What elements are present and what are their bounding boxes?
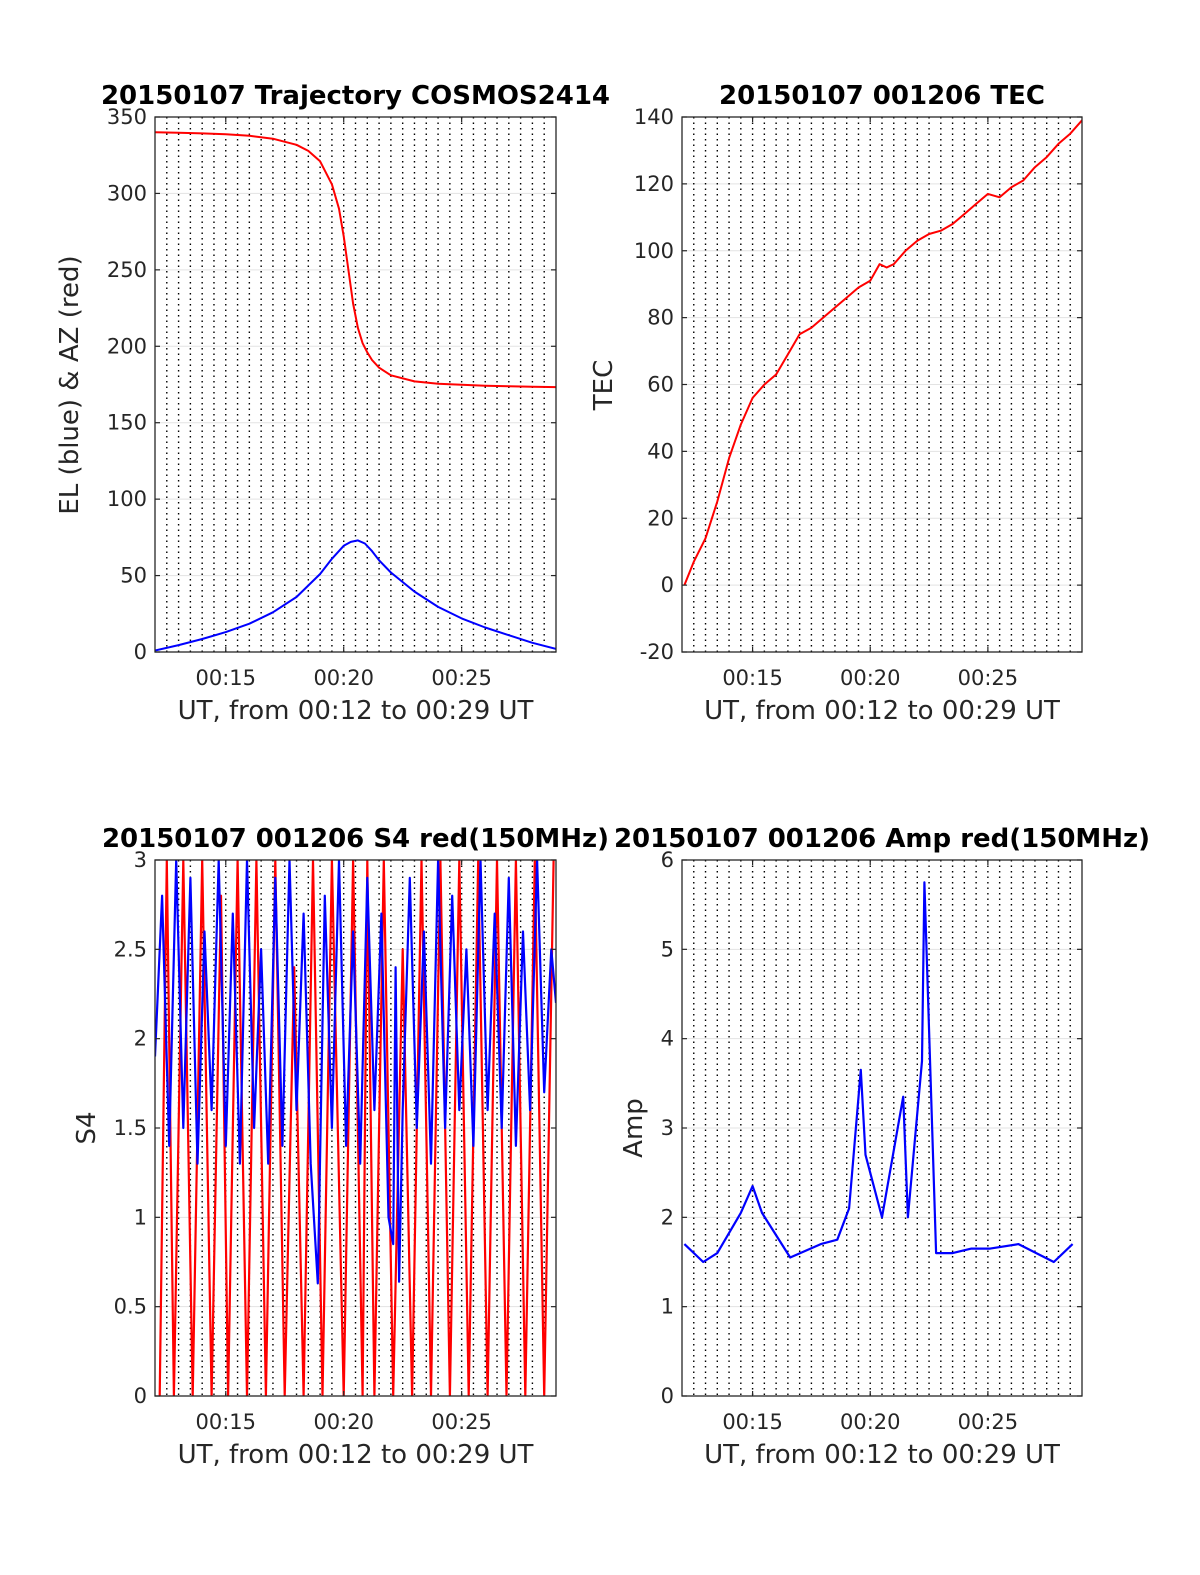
plot-area bbox=[155, 117, 556, 652]
axes-box bbox=[154, 116, 557, 653]
chart-title: 20150107 001206 S4 red(150MHz) bbox=[102, 824, 609, 854]
y-tick-label: 0.5 bbox=[114, 1295, 147, 1319]
y-tick-label: 120 bbox=[634, 172, 674, 196]
chart-panel-3: 0 0.5 1 1.5 2 2.5 3 00:15 00:20 00:25 20150107 001… bbox=[72, 824, 609, 1470]
x-tick-label: 00:15 bbox=[722, 666, 783, 690]
chart-panel-1: 0 50 100 150 200 250 300 350 00:15 00:20 00:25 2015… bbox=[55, 81, 610, 726]
y-tick-label: 100 bbox=[634, 239, 674, 263]
y-tick-label: 1 bbox=[661, 1295, 674, 1319]
chart-panel-2: -20 0 20 40 60 80 100 120 140 00:15 00:20 00:25 2015… bbox=[589, 81, 1083, 726]
y-tick-label: -20 bbox=[640, 640, 674, 664]
x-axis-label: UT, from 00:12 to 00:29 UT bbox=[178, 696, 534, 726]
x-tick-label: 00:15 bbox=[722, 1410, 783, 1434]
x-tick-label: 00:15 bbox=[195, 666, 256, 690]
y-tick-label: 2.5 bbox=[114, 937, 147, 961]
x-tick-label: 00:25 bbox=[958, 1410, 1019, 1434]
series-line-1 bbox=[683, 881, 1074, 1264]
x-tick-label: 00:20 bbox=[313, 1410, 374, 1434]
y-tick-label: 20 bbox=[647, 506, 674, 530]
x-tick-label: 00:20 bbox=[840, 1410, 901, 1434]
x-tick-label: 00:25 bbox=[958, 666, 1019, 690]
series-line-1 bbox=[683, 119, 1082, 586]
y-tick-label: 1 bbox=[134, 1205, 147, 1229]
y-tick-label: 1.5 bbox=[114, 1116, 147, 1140]
y-tick-label: 250 bbox=[107, 258, 147, 282]
y-tick-label: 4 bbox=[661, 1027, 674, 1051]
x-axis-label: UT, from 00:12 to 00:29 UT bbox=[704, 696, 1060, 726]
y-axis-label: Amp bbox=[619, 1098, 649, 1158]
series-line-1 bbox=[155, 131, 556, 389]
y-tick-label: 140 bbox=[634, 105, 674, 129]
y-tick-label: 80 bbox=[647, 306, 674, 330]
x-tick-label: 00:20 bbox=[840, 666, 901, 690]
y-tick-label: 6 bbox=[661, 848, 674, 872]
x-tick-label: 00:25 bbox=[431, 666, 492, 690]
y-tick-label: 60 bbox=[647, 373, 674, 397]
series-line-2 bbox=[155, 860, 556, 1285]
y-tick-label: 3 bbox=[134, 848, 147, 872]
y-tick-label: 0 bbox=[661, 1384, 674, 1408]
y-tick-label: 100 bbox=[107, 487, 147, 511]
chart-title: 20150107 001206 TEC bbox=[719, 81, 1045, 111]
y-tick-label: 2 bbox=[661, 1205, 674, 1229]
y-tick-label: 40 bbox=[647, 439, 674, 463]
y-tick-label: 150 bbox=[107, 411, 147, 435]
y-axis-label: TEC bbox=[589, 360, 619, 411]
y-tick-label: 0 bbox=[134, 640, 147, 664]
x-tick-label: 00:25 bbox=[431, 1410, 492, 1434]
y-tick-label: 3 bbox=[661, 1116, 674, 1140]
y-tick-label: 350 bbox=[107, 105, 147, 129]
series-line-2 bbox=[155, 539, 556, 652]
x-tick-label: 00:20 bbox=[313, 666, 374, 690]
x-axis-label: UT, from 00:12 to 00:29 UT bbox=[704, 1440, 1060, 1470]
y-tick-label: 300 bbox=[107, 181, 147, 205]
y-tick-label: 50 bbox=[120, 564, 147, 588]
chart-title: 20150107 Trajectory COSMOS2414 bbox=[101, 81, 610, 111]
y-axis-label: EL (blue) & AZ (red) bbox=[55, 255, 85, 514]
y-axis-label: S4 bbox=[72, 1111, 102, 1144]
y-tick-label: 5 bbox=[661, 937, 674, 961]
y-tick-label: 200 bbox=[107, 334, 147, 358]
y-tick-label: 2 bbox=[134, 1027, 147, 1051]
y-tick-label: 0 bbox=[661, 573, 674, 597]
y-tick-label: 0 bbox=[134, 1384, 147, 1408]
x-tick-label: 00:15 bbox=[195, 1410, 256, 1434]
x-axis-label: UT, from 00:12 to 00:29 UT bbox=[178, 1440, 534, 1470]
chart-title: 20150107 001206 Amp red(150MHz) bbox=[614, 824, 1150, 854]
chart-panel-4: 0 1 2 3 4 5 6 00:15 00:20 00:25 20150107 001206 Am… bbox=[614, 824, 1150, 1470]
